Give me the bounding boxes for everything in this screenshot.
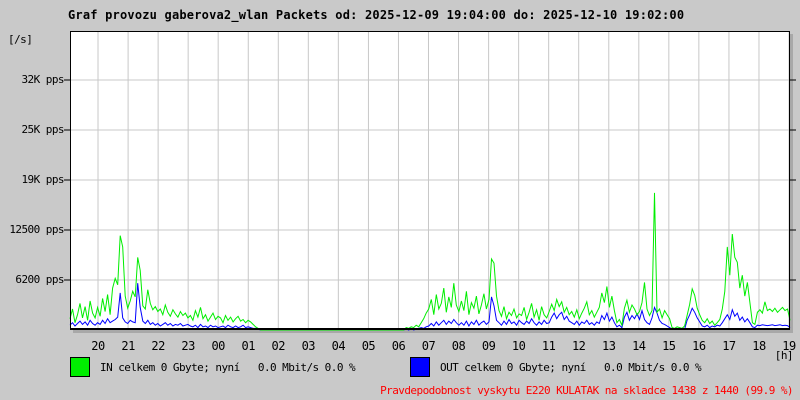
x-axis-label: 12 (571, 339, 586, 353)
x-axis-label: 06 (391, 339, 406, 353)
y-axis-label: 12500 pps (9, 223, 64, 236)
x-axis-label: 04 (331, 339, 346, 353)
x-axis-label: 02 (271, 339, 286, 353)
y-axis-label: 25K pps (21, 123, 64, 136)
out-legend-swatch (410, 357, 430, 377)
x-axis-label: 21 (121, 339, 135, 353)
x-axis-label: 20 (91, 339, 105, 353)
x-axis-label: 07 (421, 339, 436, 353)
x-axis-label: 23 (181, 339, 195, 353)
x-axis-label: 17 (722, 339, 736, 353)
x-axis-label: 13 (602, 339, 616, 353)
y-axis-unit-label: [/s] (8, 33, 33, 46)
x-axis-label: 18 (752, 339, 766, 353)
x-axis-label: 11 (541, 339, 556, 353)
out-legend-label: OUT celkem 0 Gbyte; nyní 0.0 Mbit/s 0.0 … (440, 361, 702, 374)
traffic-chart-svg (64, 31, 796, 331)
x-axis-label: 10 (511, 339, 526, 353)
in-legend-swatch (70, 357, 90, 377)
page-title: Graf provozu gaberova2_wlan Packets od: … (68, 8, 685, 22)
y-axis-label: 6200 pps (15, 273, 64, 286)
x-axis-label: 03 (301, 339, 316, 353)
x-axis-label: 09 (481, 339, 496, 353)
x-axis-label: 19 (782, 339, 796, 353)
x-axis-unit-label: [h] (774, 349, 794, 362)
x-axis-label: 05 (361, 339, 376, 353)
x-axis-label: 08 (451, 339, 466, 353)
x-axis-label: 14 (632, 339, 646, 353)
y-axis-label: 19K pps (21, 173, 64, 186)
x-axis-label: 15 (662, 339, 676, 353)
x-axis-label: 00 (211, 339, 225, 353)
x-axis-label: 01 (241, 339, 256, 353)
x-axis-label: 22 (151, 339, 165, 353)
y-axis-label: 32K pps (21, 73, 64, 86)
x-axis-label: 16 (692, 339, 706, 353)
in-legend-label: IN celkem 0 Gbyte; nyní 0.0 Mbit/s 0.0 % (100, 361, 356, 374)
footer-availability-text: Pravdepodobnost vyskytu E220 KULATAK na … (380, 384, 793, 397)
